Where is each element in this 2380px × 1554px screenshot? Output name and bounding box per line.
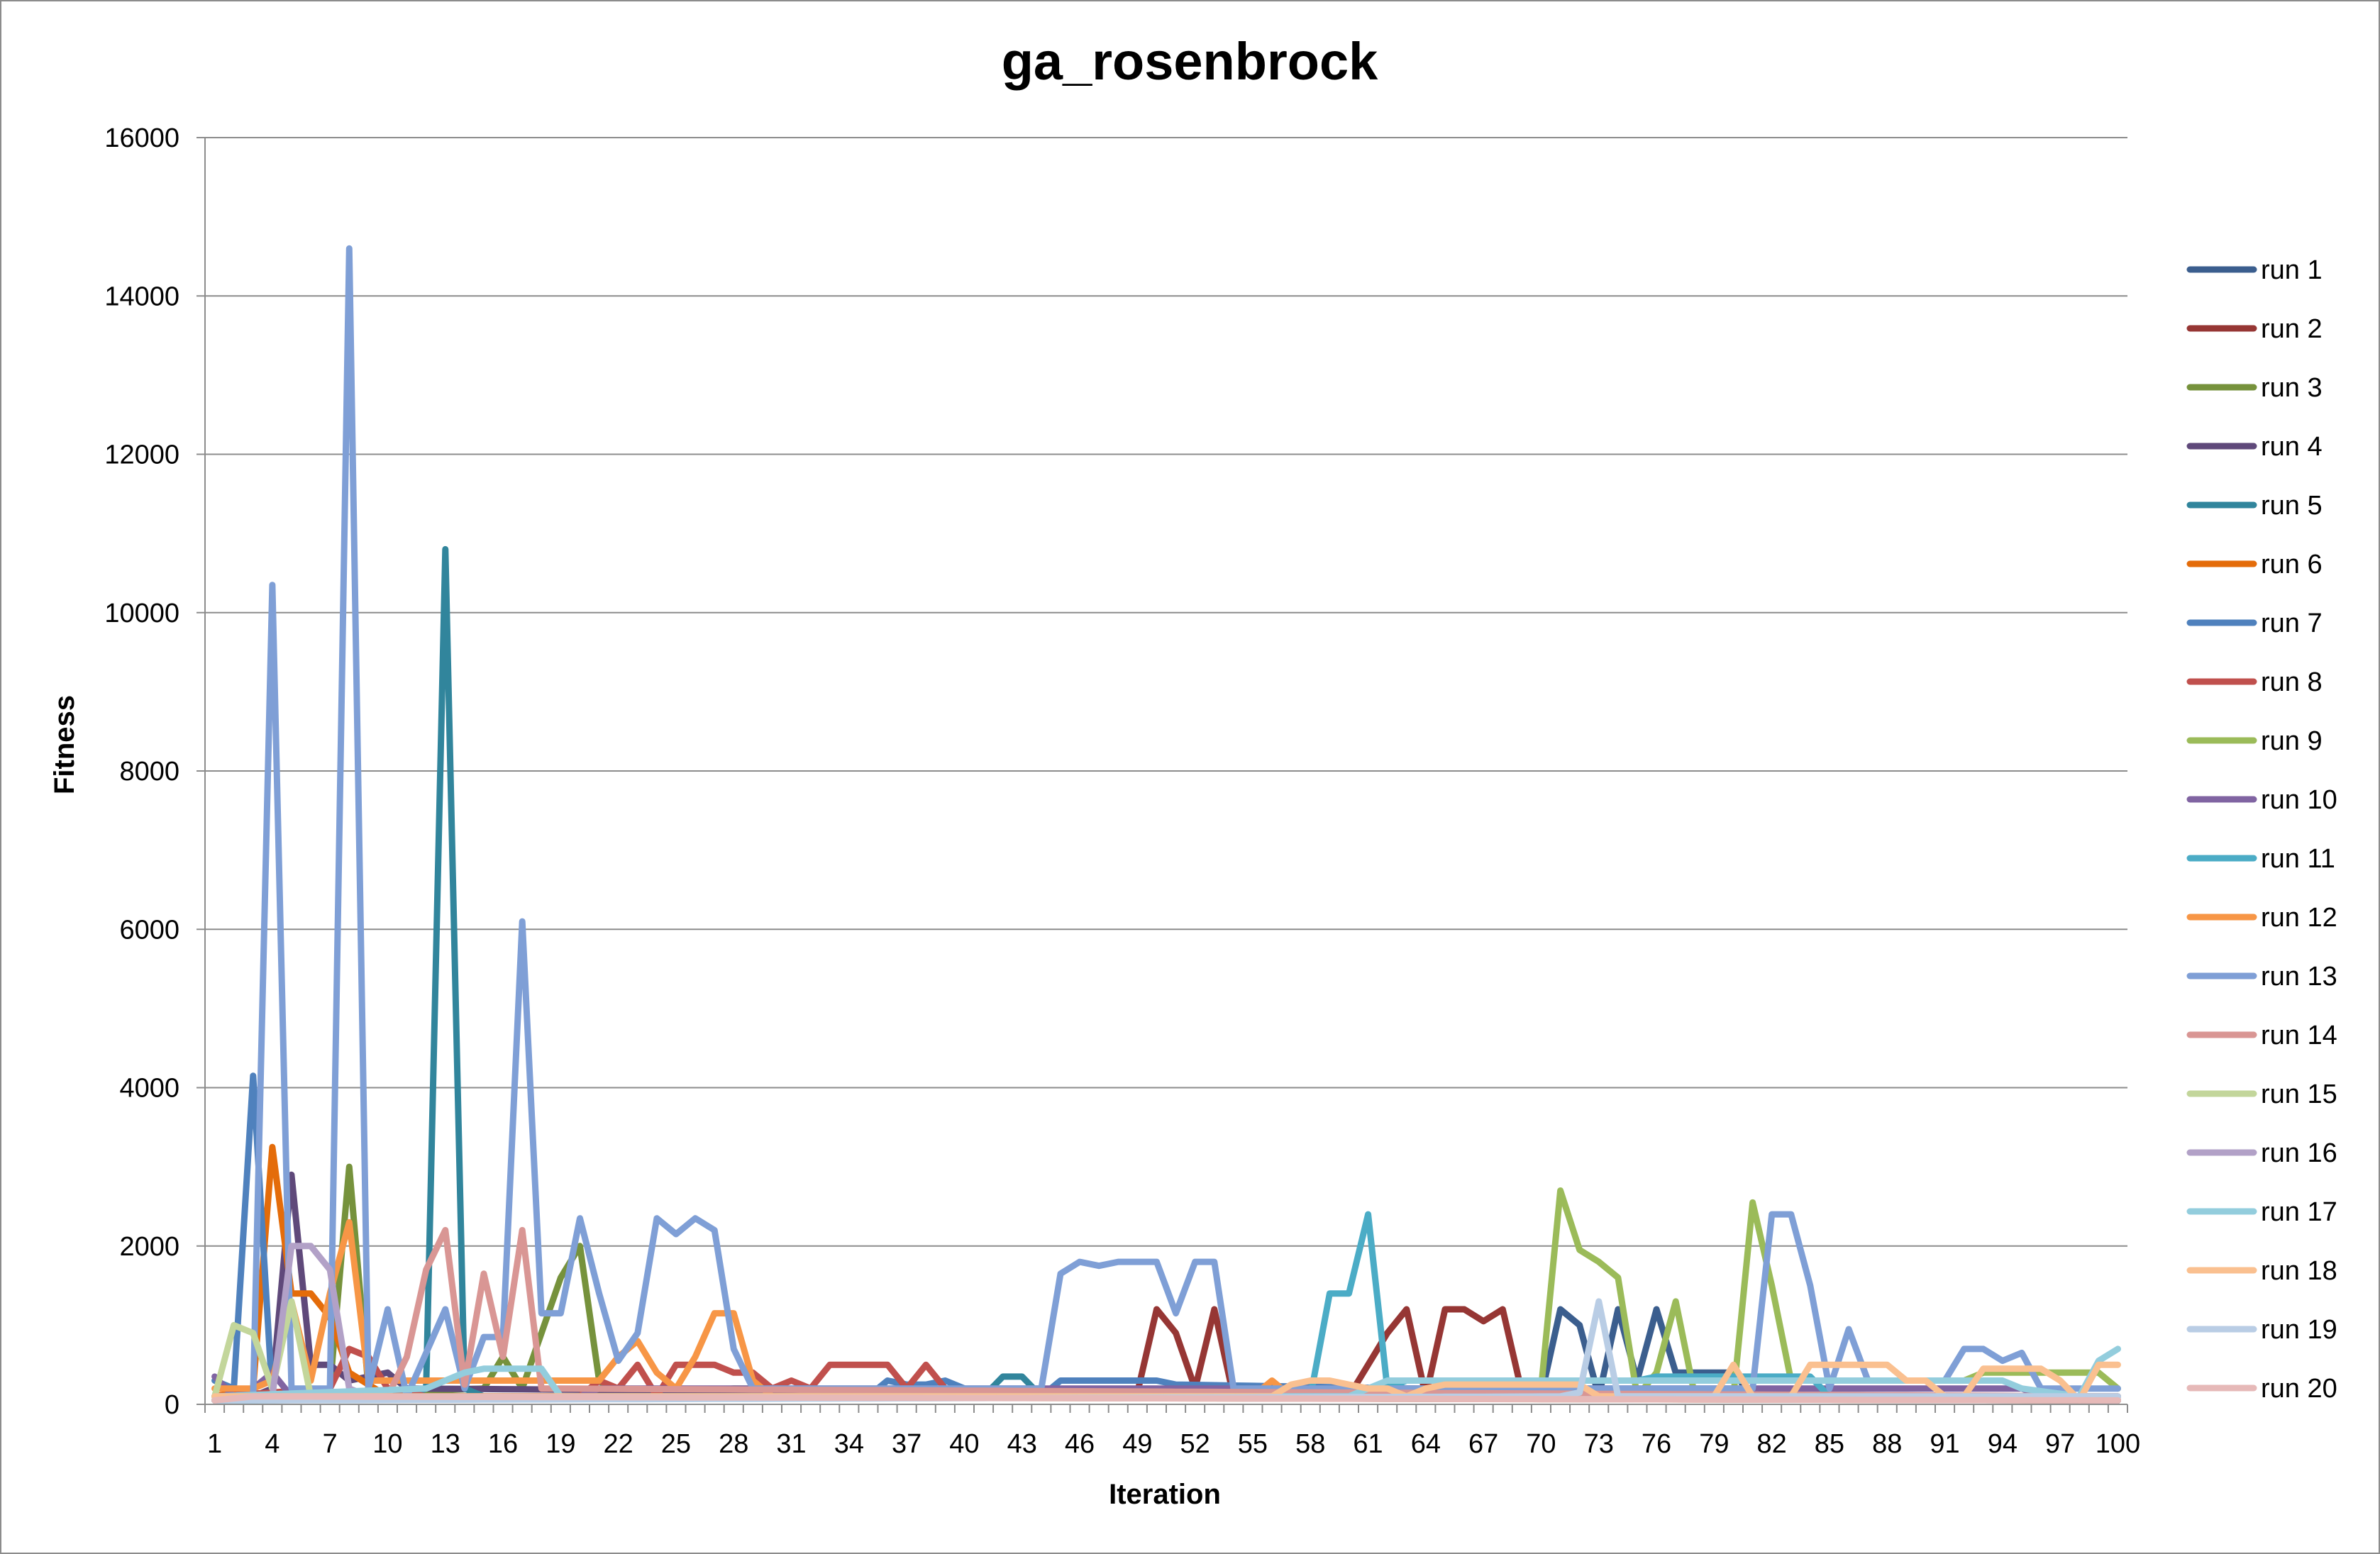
gridlines (205, 137, 2127, 1247)
legend-label: run 5 (2261, 491, 2323, 521)
legend-label: run 11 (2261, 844, 2335, 874)
x-tick-label: 43 (1007, 1429, 1037, 1459)
x-tick-label: 19 (546, 1429, 575, 1459)
y-tick-label: 8000 (119, 757, 179, 787)
x-tick-label: 61 (1353, 1429, 1383, 1459)
legend-label: run 20 (2261, 1374, 2337, 1404)
y-axis-title: Fitness (49, 695, 80, 794)
legend-label: run 6 (2261, 550, 2323, 579)
chart-title: ga_rosenbrock (1002, 32, 1378, 91)
legend-label: run 19 (2261, 1315, 2337, 1345)
x-tick-label: 55 (1238, 1429, 1268, 1459)
legend-label: run 17 (2261, 1197, 2337, 1227)
axes: 0 2000 4000 6000 8000 10000 12000 14000 16000 1 4 7… (104, 123, 2140, 1459)
legend: run 1 run 2 run 3 run 4 run 5 run 6 run 7 run 8… (2186, 255, 2337, 1404)
x-tick-label: 4 (265, 1429, 279, 1459)
y-tick-label: 0 (165, 1390, 179, 1420)
x-tick-label: 79 (1699, 1429, 1729, 1459)
legend-label: run 3 (2261, 373, 2323, 403)
y-tick-label: 2000 (119, 1232, 179, 1262)
x-tick-label: 16 (488, 1429, 518, 1459)
x-tick-label: 85 (1815, 1429, 1844, 1459)
legend-label: run 1 (2261, 255, 2323, 285)
legend-label: run 8 (2261, 667, 2323, 697)
x-tick-label: 28 (719, 1429, 748, 1459)
x-axis-title: Iteration (1109, 1479, 1221, 1510)
series-line-run-5 (211, 545, 2121, 1404)
x-tick-label: 67 (1468, 1429, 1498, 1459)
legend-label: run 12 (2261, 903, 2337, 933)
x-tick-label: 58 (1295, 1429, 1325, 1459)
legend-label: run 7 (2261, 609, 2323, 638)
legend-label: run 15 (2261, 1080, 2337, 1109)
x-tick-label: 94 (1988, 1429, 2018, 1459)
x-tick-label: 31 (776, 1429, 806, 1459)
legend-label: run 14 (2261, 1021, 2337, 1050)
x-tick-label: 13 (431, 1429, 460, 1459)
x-tick-label: 37 (892, 1429, 921, 1459)
legend-label: run 13 (2261, 962, 2337, 992)
legend-label: run 18 (2261, 1256, 2337, 1286)
legend-label: run 10 (2261, 785, 2337, 815)
x-tick-label: 97 (2045, 1429, 2075, 1459)
x-tick-label: 52 (1180, 1429, 1210, 1459)
legend-label: run 9 (2261, 726, 2323, 756)
x-tick-label: 82 (1757, 1429, 1787, 1459)
x-tick-label: 64 (1411, 1429, 1441, 1459)
x-tick-label: 7 (323, 1429, 338, 1459)
x-tick-label: 46 (1065, 1429, 1095, 1459)
x-tick-label: 91 (1930, 1429, 1959, 1459)
y-tick-label: 14000 (104, 282, 179, 311)
y-tick-label: 10000 (104, 599, 179, 628)
x-tick-label: 88 (1872, 1429, 1902, 1459)
x-tick-label: 34 (834, 1429, 864, 1459)
y-tick-label: 6000 (119, 915, 179, 945)
series-line-run-13 (211, 245, 2121, 1400)
x-tick-label: 1 (207, 1429, 222, 1459)
x-tick-label: 76 (1642, 1429, 1671, 1459)
x-tick-label: 49 (1122, 1429, 1152, 1459)
x-tick-label: 100 (2096, 1429, 2140, 1459)
legend-label: run 4 (2261, 432, 2323, 462)
series-lines (211, 245, 2121, 1404)
y-tick-label: 16000 (104, 123, 179, 153)
x-tick-label: 70 (1526, 1429, 1556, 1459)
x-tick-label: 25 (661, 1429, 691, 1459)
x-tick-label: 10 (372, 1429, 402, 1459)
legend-label: run 16 (2261, 1138, 2337, 1168)
y-tick-label: 4000 (119, 1074, 179, 1104)
legend-label: run 2 (2261, 314, 2323, 344)
x-tick-label: 73 (1584, 1429, 1614, 1459)
y-tick-label: 12000 (104, 440, 179, 470)
x-tick-label: 22 (604, 1429, 633, 1459)
series-line-run-20 (211, 1393, 2121, 1404)
x-tick-label: 40 (949, 1429, 979, 1459)
